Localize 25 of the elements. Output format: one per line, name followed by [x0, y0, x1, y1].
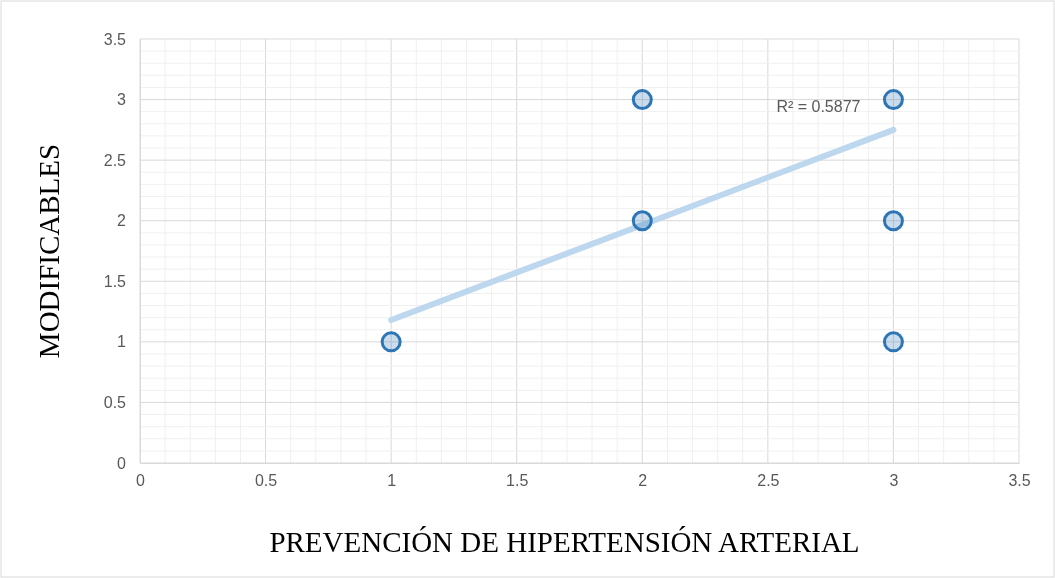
- x-axis-title: PREVENCIÓN DE HIPERTENSIÓN ARTERIAL: [269, 526, 860, 558]
- x-tick-label: 1: [387, 472, 397, 490]
- y-axis-title: MODIFICABLES: [33, 143, 65, 359]
- x-tick-label: 3.5: [1008, 472, 1031, 490]
- x-tick-label: 3: [889, 472, 899, 490]
- y-tick-label: 3.5: [103, 30, 127, 48]
- y-tick-label: 2.5: [103, 151, 127, 169]
- y-tick-label: 1.5: [103, 272, 127, 290]
- x-tick-label: 0.5: [254, 472, 278, 490]
- point: [631, 89, 653, 111]
- point: [882, 331, 904, 353]
- y-tick-label: 2: [117, 212, 127, 230]
- y-tick-label: 3: [117, 91, 127, 109]
- x-tick-label: 1.5: [506, 472, 529, 490]
- y-tick-label: 0.5: [103, 394, 127, 412]
- x-tick-label: 0: [136, 472, 146, 490]
- point: [882, 89, 904, 111]
- annotation: R² = 0.5877: [776, 97, 861, 115]
- point: [380, 331, 402, 353]
- point: [631, 210, 653, 232]
- y-tick-label: 1: [117, 333, 127, 351]
- y-tick-label: 0: [117, 454, 127, 472]
- point: [882, 210, 904, 232]
- x-tick-label: 2: [638, 472, 648, 490]
- x-tick-label: 2.5: [757, 472, 780, 490]
